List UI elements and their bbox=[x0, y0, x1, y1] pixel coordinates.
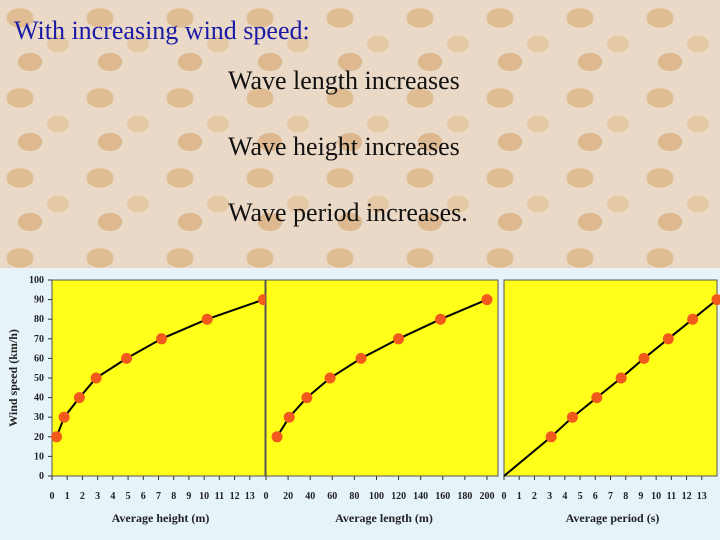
x-tick-label: 3 bbox=[95, 491, 100, 502]
data-point bbox=[545, 431, 557, 443]
y-tick-label: 40 bbox=[34, 393, 44, 404]
data-point bbox=[73, 392, 85, 404]
x-tick-label: 160 bbox=[435, 491, 450, 502]
y-tick-label: 70 bbox=[34, 334, 44, 345]
data-point bbox=[687, 313, 699, 325]
x-tick-label: 120 bbox=[391, 491, 406, 502]
data-point bbox=[481, 294, 493, 306]
data-point bbox=[435, 313, 447, 325]
x-tick-label: 5 bbox=[126, 491, 131, 502]
y-tick-label: 80 bbox=[34, 314, 44, 325]
x-tick-label: 11 bbox=[215, 491, 224, 502]
chart-panel: 0 10 20 30 40 50 60 70 80 90 100 Wind speed (km/h) 0… bbox=[0, 268, 720, 540]
data-point bbox=[566, 411, 578, 423]
data-point bbox=[324, 372, 336, 384]
y-tick-label: 10 bbox=[34, 451, 44, 462]
plot-area-2 bbox=[265, 279, 499, 477]
x-tick-label: 3 bbox=[547, 491, 552, 502]
x-tick-label: 7 bbox=[156, 491, 161, 502]
x-tick-label: 12 bbox=[682, 491, 692, 502]
data-point bbox=[58, 411, 70, 423]
background-texture bbox=[0, 0, 720, 270]
x-tick-label: 4 bbox=[110, 491, 115, 502]
data-point bbox=[638, 352, 650, 364]
data-point bbox=[301, 392, 313, 404]
y-tick-label: 0 bbox=[39, 471, 44, 482]
data-point bbox=[615, 372, 627, 384]
x-tick-label: 1 bbox=[517, 491, 522, 502]
x-tick-label: 140 bbox=[413, 491, 428, 502]
x-tick-label: 12 bbox=[230, 491, 240, 502]
x-tick-label: 7 bbox=[608, 491, 613, 502]
y-tick-label: 90 bbox=[34, 295, 44, 306]
data-point bbox=[355, 352, 367, 364]
x-tick-label: 5 bbox=[578, 491, 583, 502]
data-point bbox=[121, 352, 133, 364]
slide-title: With increasing wind speed: bbox=[14, 16, 310, 45]
x-tick-label: 10 bbox=[199, 491, 209, 502]
data-point bbox=[393, 333, 405, 345]
x-tick-label: 13 bbox=[697, 491, 707, 502]
x-tick-label: 180 bbox=[457, 491, 472, 502]
y-tick-label: 20 bbox=[34, 432, 44, 443]
data-point bbox=[591, 392, 603, 404]
x-tick-label: 40 bbox=[305, 491, 315, 502]
x-tick-label: 8 bbox=[623, 491, 628, 502]
y-axis-label: Wind speed (km/h) bbox=[6, 329, 20, 427]
x-tick-label: 2 bbox=[80, 491, 85, 502]
x-tick-label: 10 bbox=[651, 491, 661, 502]
bullet-list: Wave length increases Wave height increa… bbox=[228, 64, 468, 262]
x-tick-label: 100 bbox=[369, 491, 384, 502]
y-tick-label: 30 bbox=[34, 412, 44, 423]
bullet-wave-length: Wave length increases bbox=[228, 66, 460, 95]
x-tick-label: 20 bbox=[283, 491, 293, 502]
y-tick-label: 50 bbox=[34, 373, 44, 384]
x-tick-label: 9 bbox=[638, 491, 643, 502]
y-tick-label: 100 bbox=[29, 275, 44, 286]
x-tick-label: 6 bbox=[593, 491, 598, 502]
data-point bbox=[283, 411, 295, 423]
plot-area-3 bbox=[503, 279, 718, 477]
data-point bbox=[51, 431, 63, 443]
x-tick-label: 2 bbox=[532, 491, 537, 502]
x-tick-label: 80 bbox=[349, 491, 359, 502]
x-tick-label: 60 bbox=[327, 491, 337, 502]
bullet-wave-height: Wave height increases bbox=[228, 132, 460, 161]
data-point bbox=[271, 431, 283, 443]
x-tick-label: 0 bbox=[502, 491, 507, 502]
data-point bbox=[662, 333, 674, 345]
x-tick-label: 6 bbox=[141, 491, 146, 502]
x-tick-label: 1 bbox=[65, 491, 70, 502]
data-point bbox=[201, 313, 213, 325]
x-tick-label: 200 bbox=[479, 491, 494, 502]
y-tick-label: 60 bbox=[34, 353, 44, 364]
x-axis-label: Average height (m) bbox=[112, 511, 210, 525]
x-tick-label: 13 bbox=[245, 491, 255, 502]
x-tick-label: 8 bbox=[171, 491, 176, 502]
x-tick-label: 4 bbox=[562, 491, 567, 502]
x-tick-label: 0 bbox=[50, 491, 55, 502]
x-tick-label: 9 bbox=[186, 491, 191, 502]
data-point bbox=[90, 372, 102, 384]
data-point bbox=[156, 333, 168, 345]
x-tick-label: 0 bbox=[264, 491, 269, 502]
bullet-wave-period: Wave period increases. bbox=[228, 198, 468, 227]
data-point bbox=[711, 294, 720, 306]
x-axis-label: Average period (s) bbox=[566, 511, 660, 525]
x-axis-label: Average length (m) bbox=[335, 511, 433, 525]
x-tick-label: 11 bbox=[667, 491, 676, 502]
plot-area-1 bbox=[51, 279, 266, 477]
